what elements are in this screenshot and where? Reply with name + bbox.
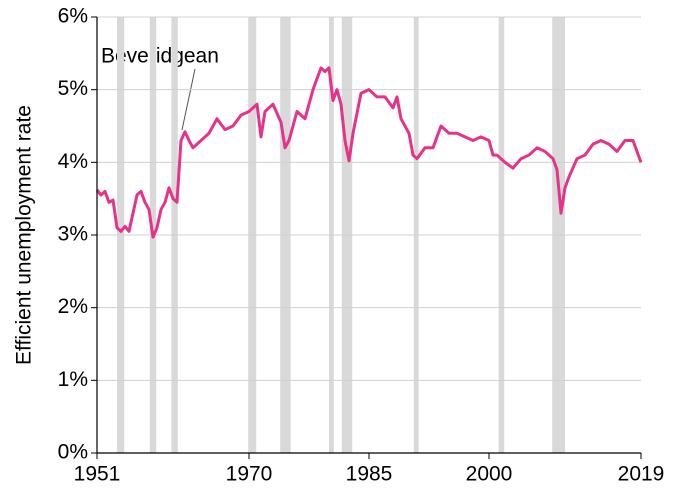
y-tick-label: 5% <box>58 77 88 100</box>
x-tick-label: 1970 <box>226 463 273 486</box>
annotation-leader <box>181 68 196 131</box>
x-tick-label: 1951 <box>74 463 121 486</box>
x-tick-label: 2000 <box>466 463 513 486</box>
y-tick-label: 0% <box>58 441 88 464</box>
data-line <box>95 66 643 239</box>
x-tick-label: 2019 <box>618 463 665 486</box>
y-tick-label: 6% <box>58 5 88 28</box>
x-tick-label: 1985 <box>346 463 393 486</box>
y-tick-label: 4% <box>58 150 88 173</box>
annotation: Beveridgean <box>101 45 219 68</box>
y-tick-label: 1% <box>58 368 88 391</box>
y-axis-label: Efficient unemployment rate <box>13 105 36 365</box>
y-tick-label: 2% <box>58 295 88 318</box>
y-tick-label: 3% <box>58 223 88 246</box>
